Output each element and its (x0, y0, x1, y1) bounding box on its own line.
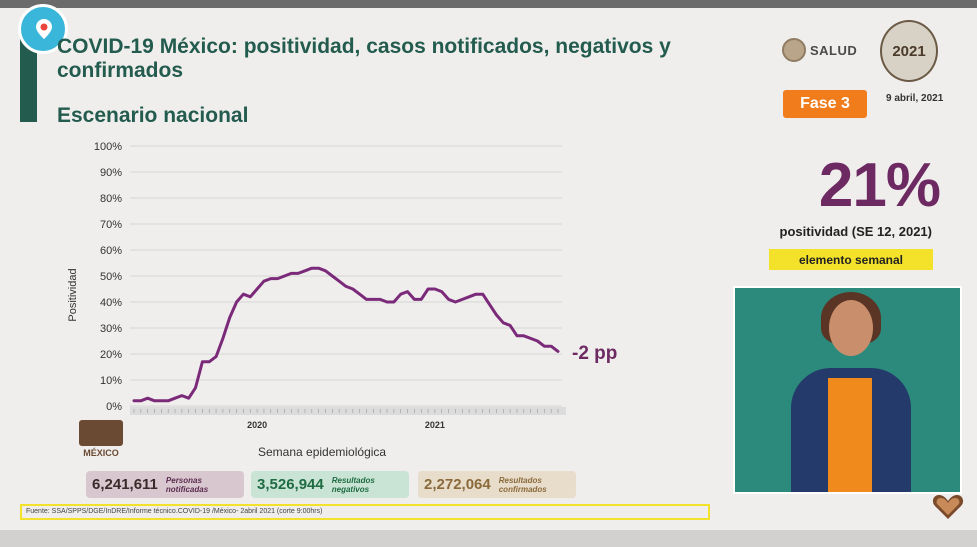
year-logo: 2021 (880, 20, 938, 82)
hearts-icon[interactable] (930, 492, 966, 522)
report-date: 9 abril, 2021 (886, 93, 944, 104)
interpreter-head (829, 300, 873, 356)
salud-logo: SALUD (782, 38, 857, 62)
stat-label: Resultados confirmados (498, 475, 547, 494)
positivity-label: positividad (SE 12, 2021) (779, 224, 932, 239)
x-year-label: 2021 (425, 420, 445, 430)
page-title: COVID-19 México: positividad, casos noti… (57, 35, 671, 82)
stat-label: Resultados negativos (331, 475, 375, 494)
phase-badge: Fase 3 (783, 90, 867, 118)
y-tick-label: 10% (100, 375, 122, 387)
weekly-badge: elemento semanal (769, 249, 933, 270)
positivity-value: 21% (818, 151, 941, 220)
page-subtitle: Escenario nacional (57, 104, 249, 127)
stat-label: Personas notificadas (165, 475, 209, 494)
stat-value: 3,526,944 (257, 476, 324, 493)
sign-language-video (733, 286, 962, 494)
title-accent-bar (20, 36, 37, 122)
y-tick-label: 30% (100, 323, 122, 335)
gobierno-emblem-icon (79, 420, 123, 446)
y-tick-label: 60% (100, 245, 122, 257)
gobierno-logo-text: MÉXICO (83, 448, 119, 458)
stat-negative: 3,526,944 Resultados negativos (251, 471, 409, 498)
periscope-live-icon[interactable] (18, 4, 68, 54)
x-year-label: 2020 (247, 420, 267, 430)
bottom-strip (0, 530, 977, 547)
y-tick-label: 20% (100, 349, 122, 361)
location-pin-icon (36, 19, 52, 39)
x-axis-band (130, 407, 566, 415)
stat-value: 6,241,611 (92, 476, 158, 493)
y-tick-label: 100% (94, 141, 122, 153)
source-note: Fuente: SSA/SPPS/DGE/InDRE/Informe técni… (22, 506, 708, 518)
interpreter-shirt (828, 378, 872, 492)
y-tick-labels: 0% 10% 20% 30% 40% 50% 60% 70% 80% 90% 100% (94, 141, 122, 413)
y-tick-label: 70% (100, 219, 122, 231)
y-axis-label: Positividad (67, 268, 79, 321)
top-bar (0, 0, 977, 8)
salud-logo-text: SALUD (810, 42, 858, 58)
series-line (132, 266, 560, 403)
y-tick-label: 90% (100, 167, 122, 179)
stat-confirmed: 2,272,064 Resultados confirmados (418, 471, 576, 498)
y-tick-label: 80% (100, 193, 122, 205)
chart-grid (130, 145, 562, 407)
stat-value: 2,272,064 (424, 476, 491, 493)
y-tick-label: 40% (100, 297, 122, 309)
stat-notified: 6,241,611 Personas notificadas (86, 471, 244, 498)
change-annotation: -2 pp (572, 343, 618, 364)
salud-emblem-icon (782, 38, 806, 62)
gobierno-logo: MÉXICO (74, 420, 128, 468)
y-tick-label: 50% (100, 271, 122, 283)
x-axis-label: Semana epidemiológica (258, 445, 387, 459)
y-tick-label: 0% (106, 401, 122, 413)
x-axis: 2020 2021 (130, 407, 566, 430)
